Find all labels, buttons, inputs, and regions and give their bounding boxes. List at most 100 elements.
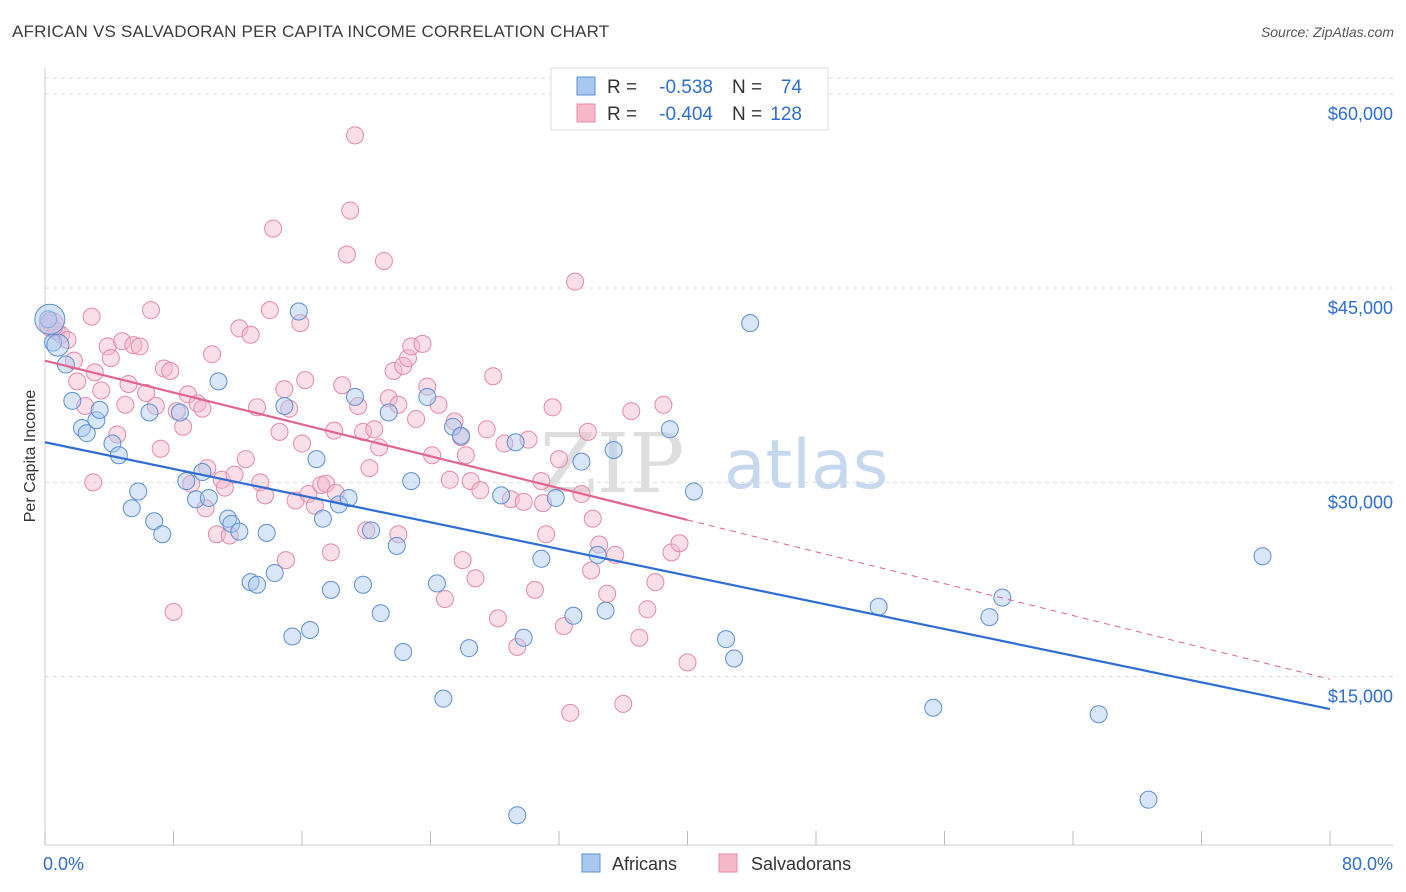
salvadoran-point: [113, 332, 132, 351]
african-point: [313, 509, 332, 528]
salvadoran-point: [389, 525, 408, 544]
salvadoran-point: [296, 371, 315, 390]
salvadoran-point: [582, 561, 601, 580]
legend-n-label-africans: N =: [732, 77, 762, 98]
salvadoran-point: [532, 472, 551, 491]
watermark-atlas: atlas: [724, 426, 888, 505]
african-point: [186, 490, 205, 509]
salvadoran-point: [583, 509, 602, 528]
salvadoran-point: [413, 334, 432, 353]
salvadoran-point: [543, 398, 562, 417]
african-point: [301, 621, 320, 640]
salvadoran-point: [471, 481, 490, 500]
salvadoran-point: [550, 450, 568, 469]
legend-swatch-salvadorans: [576, 103, 596, 123]
salvadoran-point: [630, 628, 649, 647]
salvadoran-point: [466, 569, 485, 588]
correlation-legend: R = -0.538 N = 74 R = -0.404 N = 128: [550, 67, 829, 131]
axes: [44, 68, 1393, 846]
salvadoran-point: [142, 301, 161, 320]
legend-r-label-salvadorans: R =: [607, 104, 637, 125]
african-point: [321, 580, 340, 599]
salvadoran-point: [146, 396, 165, 415]
salvadoran-point: [137, 384, 156, 403]
y-tick-label-1: $30,000: [1328, 492, 1393, 512]
salvadoran-point: [456, 446, 475, 465]
salvadorans-trend-line-extension: [687, 519, 1331, 680]
salvadoran-point: [484, 367, 503, 386]
africans-trend-line: [44, 441, 1331, 711]
salvadoran-point: [654, 395, 673, 414]
bottom-legend-swatch-salvadorans: [718, 853, 738, 873]
african-point: [257, 523, 276, 542]
african-point: [596, 601, 615, 620]
african-point: [546, 488, 565, 507]
legend-swatch-africans: [576, 76, 596, 96]
legend-r-label-africans: R =: [607, 77, 637, 98]
salvadoran-point: [203, 345, 222, 364]
african-point: [532, 549, 551, 568]
african-point: [34, 303, 66, 335]
african-point: [199, 488, 218, 507]
salvadoran-point: [346, 126, 365, 145]
legend-r-value-africans: -0.538: [659, 77, 713, 98]
salvadoran-point: [477, 420, 496, 439]
african-point: [90, 400, 109, 419]
salvadoran-point: [566, 272, 585, 291]
african-point: [283, 627, 302, 646]
african-point: [77, 424, 96, 443]
salvadoran-point: [384, 362, 403, 381]
y-axis-label: Per Capita Income: [22, 390, 39, 523]
salvadoran-point: [92, 381, 111, 400]
salvadoran-point: [264, 219, 283, 238]
african-point: [460, 639, 479, 658]
african-point: [103, 434, 122, 453]
salvadoran-point: [622, 402, 641, 421]
african-point: [514, 628, 533, 647]
african-point: [230, 522, 249, 541]
salvadoran-point: [207, 525, 226, 544]
african-point: [1089, 705, 1108, 724]
salvadoran-point: [337, 245, 356, 264]
salvadoran-point: [270, 422, 289, 441]
salvadoran-point: [116, 395, 135, 414]
african-point: [869, 597, 888, 616]
salvadoran-point: [260, 301, 279, 320]
salvadoran-point: [435, 589, 454, 608]
salvadoran-point: [130, 337, 149, 356]
salvadoran-point: [360, 459, 379, 478]
x-tick-label-1: 80.0%: [1342, 854, 1393, 874]
tick-labels: $15,000 $30,000 $45,000 $60,000 0.0% 80.0%: [43, 104, 1393, 874]
african-point: [153, 525, 172, 544]
african-point: [371, 604, 390, 623]
african-point: [741, 314, 760, 333]
african-point: [339, 488, 358, 507]
salvadoran-point: [614, 694, 633, 713]
african-point: [209, 372, 228, 391]
salvadoran-point: [193, 399, 212, 418]
salvadoran-point: [389, 395, 408, 414]
african-point: [307, 450, 326, 469]
salvadorans-points: [38, 126, 697, 722]
salvadoran-point: [407, 409, 426, 428]
african-point: [427, 574, 446, 593]
source-label: Source: ZipAtlas.com: [1260, 24, 1394, 40]
african-point: [354, 575, 373, 594]
legend-r-value-salvadorans: -0.404: [659, 104, 713, 125]
african-point: [684, 482, 703, 501]
legend-n-label-salvadorans: N =: [732, 104, 762, 125]
salvadoran-point: [321, 543, 340, 562]
african-point: [177, 472, 196, 491]
african-point: [248, 575, 267, 594]
african-point: [717, 630, 736, 649]
salvadoran-point: [293, 434, 311, 453]
salvadoran-point: [275, 380, 294, 399]
salvadoran-point: [101, 349, 120, 368]
african-point: [122, 499, 141, 518]
salvadoran-point: [230, 319, 249, 338]
african-point: [492, 486, 511, 505]
salvadoran-point: [379, 389, 398, 408]
salvadoran-point: [341, 201, 360, 220]
african-point: [219, 509, 238, 528]
african-point: [418, 387, 437, 406]
